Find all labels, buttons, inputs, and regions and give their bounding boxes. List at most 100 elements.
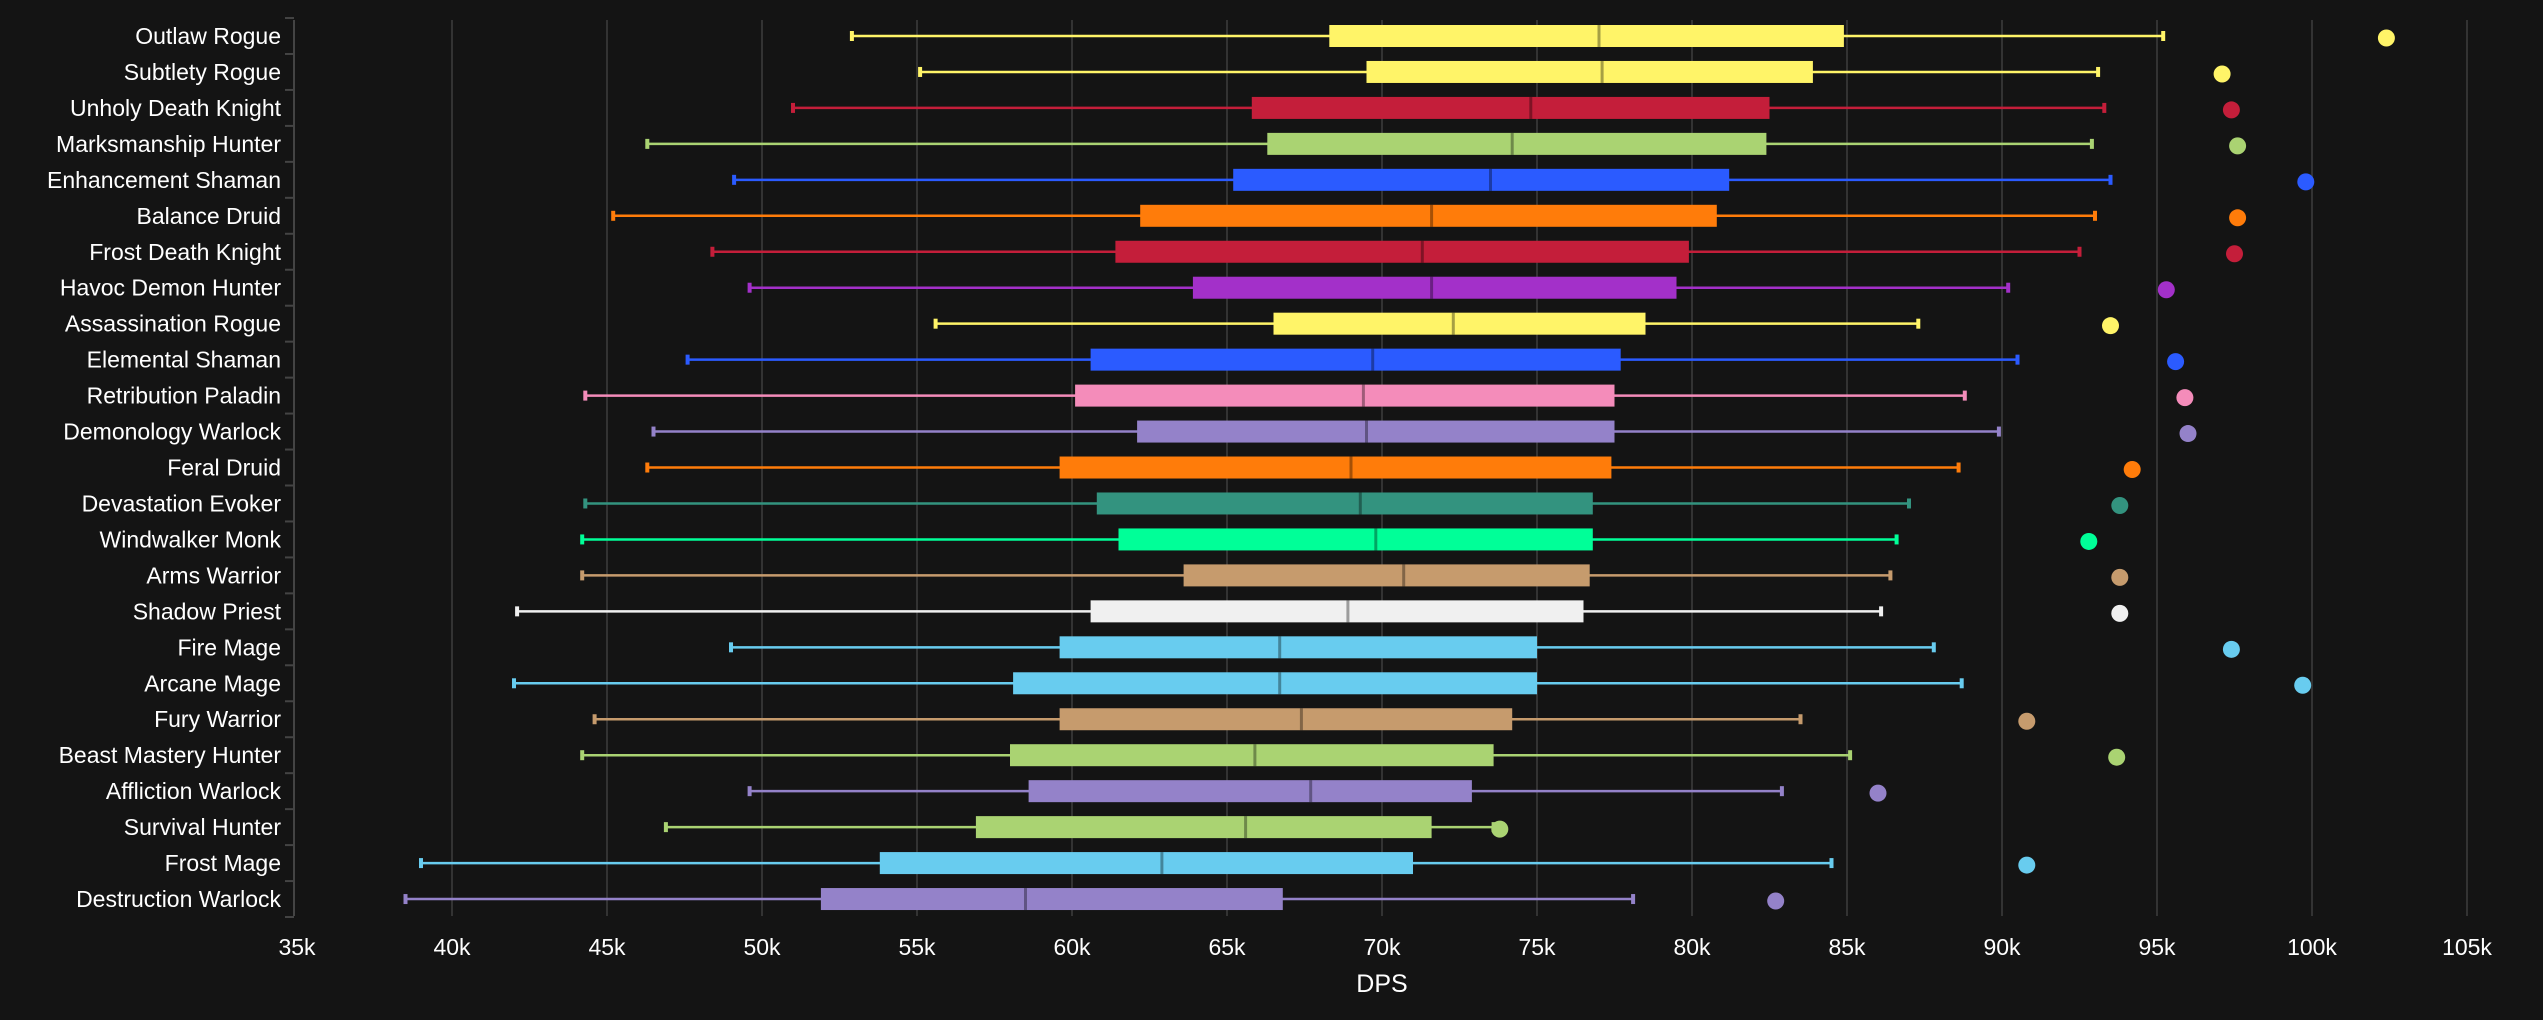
category-label: Havoc Demon Hunter xyxy=(60,275,281,301)
category-label: Devastation Evoker xyxy=(82,490,282,516)
category-label: Unholy Death Knight xyxy=(70,95,282,121)
x-tick-label: 105k xyxy=(2442,934,2492,960)
category-label: Outlaw Rogue xyxy=(135,23,281,49)
category-label: Retribution Paladin xyxy=(87,383,281,409)
iqr-box xyxy=(1366,60,1813,83)
top-dps-dot xyxy=(2111,568,2129,586)
top-dps-dot xyxy=(2018,712,2036,730)
category-label: Arcane Mage xyxy=(144,670,281,696)
iqr-box xyxy=(1013,672,1537,695)
category-label: Fury Warrior xyxy=(154,706,281,732)
x-axis: 35k 40k 45k 50k 55k 60k 65k 70k 75k 80k 85k 90k 95k 1… xyxy=(278,934,2492,960)
top-dps-dot xyxy=(2297,173,2315,191)
category-label: Fire Mage xyxy=(177,634,281,660)
box-assassination-rogue xyxy=(933,312,2119,335)
top-dps-dot xyxy=(2377,29,2395,47)
iqr-box xyxy=(1233,168,1730,191)
iqr-box xyxy=(1118,528,1593,551)
box-arcane-mage xyxy=(512,672,2312,695)
iqr-box xyxy=(1010,744,1494,767)
category-label: Demonology Warlock xyxy=(63,419,281,445)
iqr-box xyxy=(820,888,1283,911)
box-affliction-warlock xyxy=(747,780,1887,803)
box-havoc-demon-hunter xyxy=(747,276,2175,299)
iqr-box xyxy=(1251,96,1770,119)
box-subtlety-rogue xyxy=(918,60,2231,83)
category-label: Subtlety Rogue xyxy=(124,59,281,85)
x-tick-label: 90k xyxy=(1983,934,2021,960)
iqr-box xyxy=(1090,600,1584,623)
iqr-box xyxy=(1059,636,1537,659)
iqr-box xyxy=(1059,456,1612,479)
top-dps-dot xyxy=(2102,317,2119,335)
iqr-box xyxy=(1028,780,1472,803)
top-dps-dot xyxy=(2222,640,2240,658)
top-dps-dot xyxy=(2080,532,2098,550)
box-destruction-warlock xyxy=(403,888,1785,911)
x-tick-label: 75k xyxy=(1518,934,1556,960)
iqr-box xyxy=(879,852,1413,875)
category-label: Enhancement Shaman xyxy=(47,167,281,193)
top-dps-dot xyxy=(2176,389,2194,407)
x-axis-title: DPS xyxy=(1356,970,1407,998)
category-label: Shadow Priest xyxy=(133,598,282,624)
category-label: Assassination Rogue xyxy=(65,311,281,337)
iqr-box xyxy=(1137,420,1615,443)
box-enhancement-shaman xyxy=(732,168,2315,191)
x-tick-label: 85k xyxy=(1828,934,1866,960)
iqr-box xyxy=(1273,312,1646,335)
box-unholy-death-knight xyxy=(791,96,2240,119)
box-retribution-paladin xyxy=(583,384,2194,407)
x-tick-label: 100k xyxy=(2287,934,2337,960)
box-demonology-warlock xyxy=(651,420,2197,443)
box-windwalker-monk xyxy=(580,528,2098,551)
x-tick-label: 45k xyxy=(588,934,626,960)
category-label: Marksmanship Hunter xyxy=(56,131,281,157)
top-dps-dot xyxy=(2179,425,2197,443)
category-label: Arms Warrior xyxy=(146,562,281,588)
box-devastation-evoker xyxy=(583,492,2129,515)
x-tick-label: 40k xyxy=(433,934,471,960)
category-label: Frost Death Knight xyxy=(89,239,281,265)
x-tick-label: 65k xyxy=(1208,934,1246,960)
top-dps-dot xyxy=(2111,496,2129,514)
iqr-box xyxy=(1183,564,1590,587)
category-label: Beast Mastery Hunter xyxy=(59,742,282,768)
iqr-box xyxy=(975,816,1432,839)
top-dps-dot xyxy=(1491,820,1509,838)
x-tick-label: 60k xyxy=(1053,934,1091,960)
iqr-box xyxy=(1075,384,1615,407)
x-tick-label: 95k xyxy=(2138,934,2176,960)
top-dps-dot xyxy=(2213,65,2231,83)
category-label: Survival Hunter xyxy=(124,814,282,840)
box-shadow-priest xyxy=(515,600,2129,623)
category-label: Feral Druid xyxy=(167,455,281,481)
x-tick-label: 50k xyxy=(743,934,781,960)
top-dps-dot xyxy=(2229,137,2247,155)
box-balance-druid xyxy=(611,204,2247,227)
x-tick-label: 35k xyxy=(278,934,316,960)
plot-area xyxy=(403,25,2395,911)
iqr-box xyxy=(1329,25,1844,47)
category-label: Frost Mage xyxy=(165,850,281,876)
box-survival-hunter xyxy=(663,816,1509,839)
iqr-box xyxy=(1059,708,1513,731)
category-label: Elemental Shaman xyxy=(87,347,281,373)
x-tick-label: 55k xyxy=(898,934,936,960)
y-axis: Outlaw Rogue Subtlety Rogue Unholy Death K… xyxy=(47,17,295,919)
category-label: Balance Druid xyxy=(137,203,281,229)
top-dps-dot xyxy=(2226,245,2243,263)
x-tick-label: 70k xyxy=(1363,934,1401,960)
top-dps-dot xyxy=(2111,604,2129,622)
top-dps-dot xyxy=(2123,461,2141,479)
box-arms-warrior xyxy=(580,564,2129,587)
category-label: Affliction Warlock xyxy=(106,778,282,804)
box-elemental-shaman xyxy=(685,348,2185,371)
top-dps-dot xyxy=(1869,784,1887,802)
x-tick-label: 80k xyxy=(1673,934,1711,960)
top-dps-dot xyxy=(2157,281,2175,299)
box-outlaw-rogue xyxy=(849,25,2395,47)
top-dps-dot xyxy=(2108,748,2126,766)
box-beast-mastery-hunter xyxy=(580,744,2126,767)
